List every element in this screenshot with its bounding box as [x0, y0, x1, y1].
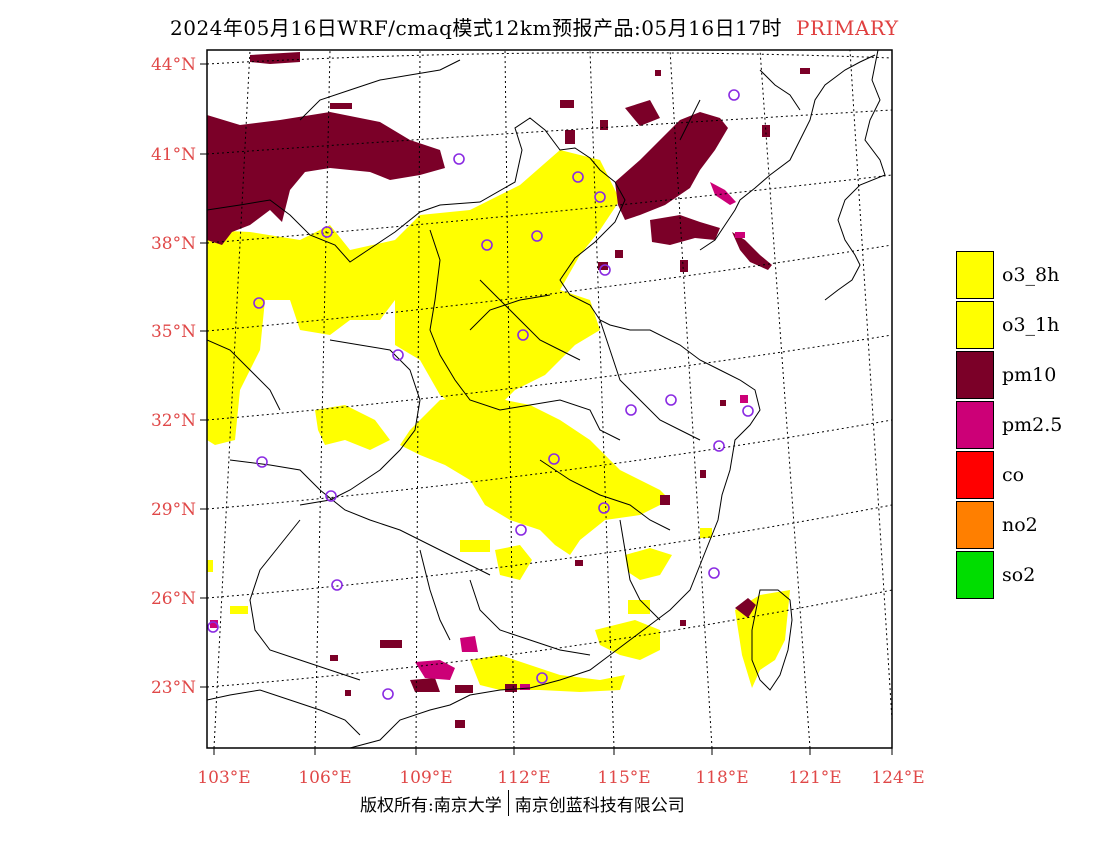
- legend-item-so2: so2: [956, 550, 1062, 600]
- station-marker: [728, 89, 740, 101]
- station-marker: [207, 621, 219, 633]
- graticule: [207, 50, 892, 748]
- legend-swatch: [956, 501, 994, 549]
- legend-swatch: [956, 301, 994, 349]
- station-marker: [598, 502, 610, 514]
- legend-label: no2: [1002, 514, 1038, 536]
- station-marker: [321, 226, 333, 238]
- station-marker: [594, 191, 606, 203]
- station-marker: [708, 567, 720, 579]
- map-content: [207, 50, 892, 748]
- station-marker: [625, 404, 637, 416]
- pm25-regions: [210, 182, 748, 690]
- axis-ticks: [200, 63, 893, 755]
- copyright-company: 南京创蓝科技有限公司: [514, 795, 685, 816]
- copyright-owner: 版权所有:南京大学: [360, 795, 502, 816]
- legend-label: o3_1h: [1002, 314, 1060, 336]
- station-marker: [256, 456, 268, 468]
- station-marker: [331, 579, 343, 591]
- legend-label: o3_8h: [1002, 264, 1060, 286]
- station-marker: [515, 524, 527, 536]
- station-marker: [382, 688, 394, 700]
- lon-label: 121°E: [788, 768, 841, 788]
- station-marker: [536, 672, 548, 684]
- legend-item-o3-8h: o3_8h: [956, 250, 1062, 300]
- lon-label: 106°E: [298, 768, 351, 788]
- title-tag: PRIMARY: [796, 16, 899, 40]
- lon-label: 124°E: [871, 768, 924, 788]
- legend-item-pm25: pm2.5: [956, 400, 1062, 450]
- station-marker: [713, 440, 725, 452]
- lat-label: 26°N: [151, 589, 196, 609]
- legend-label: so2: [1002, 564, 1036, 586]
- lat-label: 29°N: [151, 500, 196, 520]
- station-marker: [572, 171, 584, 183]
- latitude-labels: 44°N 41°N 38°N 35°N 32°N 29°N 26°N 23°N: [151, 55, 196, 698]
- station-marker: [742, 405, 754, 417]
- legend-label: co: [1002, 464, 1025, 486]
- station-marker: [253, 297, 265, 309]
- legend-swatch: [956, 351, 994, 399]
- station-marker: [481, 239, 493, 251]
- map-title: 2024年05月16日WRF/cmaq模式12km预报产品:05月16日17时 P…: [170, 12, 899, 41]
- legend-label: pm2.5: [1002, 414, 1063, 436]
- boundaries: [207, 50, 886, 748]
- legend-item-pm10: pm10: [956, 350, 1062, 400]
- legend-swatch: [956, 401, 994, 449]
- lat-label: 44°N: [151, 55, 196, 75]
- monitoring-stations: [207, 89, 754, 700]
- pollutant-legend: o3_8h o3_1h pm10 pm2.5 co no2 so2: [956, 250, 1062, 600]
- legend-item-co: co: [956, 450, 1062, 500]
- station-marker: [599, 264, 611, 276]
- legend-item-o3-1h: o3_1h: [956, 300, 1062, 350]
- lat-label: 32°N: [151, 411, 196, 431]
- station-marker: [548, 453, 560, 465]
- lon-label: 112°E: [497, 768, 550, 788]
- legend-swatch: [956, 451, 994, 499]
- legend-label: pm10: [1002, 364, 1057, 386]
- station-marker: [665, 394, 677, 406]
- station-marker: [392, 349, 404, 361]
- station-marker: [325, 490, 337, 502]
- lon-label: 109°E: [399, 768, 452, 788]
- legend-swatch: [956, 551, 994, 599]
- station-marker: [453, 153, 465, 165]
- legend-item-no2: no2: [956, 500, 1062, 550]
- lon-label: 118°E: [695, 768, 748, 788]
- lat-label: 41°N: [151, 145, 196, 165]
- o3-regions: [207, 150, 790, 692]
- station-marker: [531, 230, 543, 242]
- station-marker: [517, 329, 529, 341]
- longitude-labels: 103°E 106°E 109°E 112°E 115°E 118°E 121°…: [197, 768, 924, 788]
- footer-divider: [507, 790, 509, 816]
- legend-swatch: [956, 251, 994, 299]
- lat-label: 23°N: [151, 678, 196, 698]
- lon-label: 115°E: [597, 768, 650, 788]
- lat-label: 38°N: [151, 234, 196, 254]
- title-main: 2024年05月16日WRF/cmaq模式12km预报产品:05月16日17时: [170, 16, 783, 40]
- map-frame: [206, 49, 893, 749]
- lat-label: 35°N: [151, 322, 196, 342]
- lon-label: 103°E: [197, 768, 250, 788]
- copyright-footer: 版权所有:南京大学 南京创蓝科技有限公司: [360, 790, 685, 816]
